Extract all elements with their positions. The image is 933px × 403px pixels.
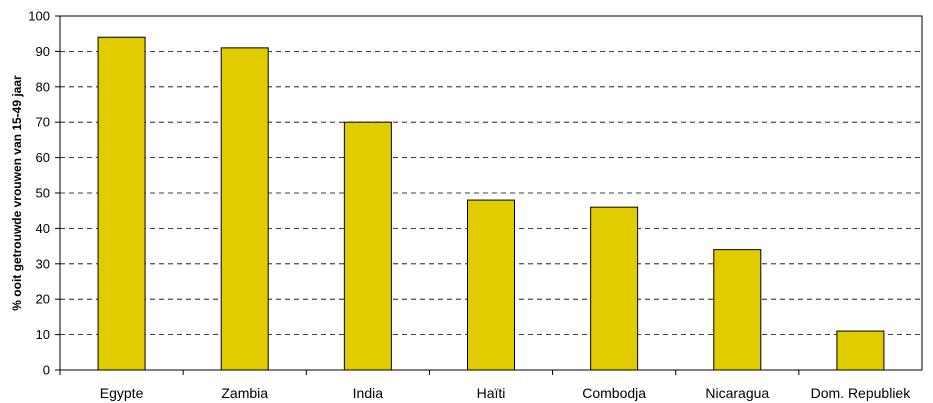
bar-india [343, 121, 392, 371]
y-tick-label: 60 [36, 150, 50, 165]
x-tick-label: Egypte [100, 385, 144, 401]
y-tick-label: 0 [43, 363, 50, 378]
y-tick-label: 70 [36, 115, 50, 130]
y-axis-title: % ooit getrouwde vrouwen van 15-49 jaar [10, 75, 24, 311]
bar-dom-republiek [836, 330, 885, 371]
y-tick-labels: 0 10 20 30 40 50 60 70 80 90 100 [28, 9, 60, 378]
x-tick-label: Haïti [477, 385, 506, 401]
bar-ha-ti [467, 199, 515, 371]
y-tick-label: 40 [36, 221, 50, 236]
y-tick-label: 20 [36, 292, 50, 307]
y-tick-label: 50 [36, 186, 50, 201]
x-tick-label: Zambia [221, 385, 268, 401]
x-tick-label: Nicaragua [705, 385, 769, 401]
bar-egypte [97, 36, 146, 371]
bar-zambia [220, 47, 269, 371]
bar-nicaragua [713, 249, 762, 371]
x-tick-label: Dom. Republiek [811, 385, 912, 401]
bars [97, 36, 885, 371]
y-tick-label: 30 [36, 256, 50, 271]
x-tick-label: Combodja [582, 385, 646, 401]
y-tick-label: 90 [36, 44, 50, 59]
y-tick-label: 80 [36, 79, 50, 94]
bar-combodja [590, 206, 639, 371]
x-tick-label: India [353, 385, 384, 401]
y-tick-label: 100 [28, 9, 50, 24]
x-tick-labels: Egypte Zambia India Haïti Combodja Nicaragua D… [59, 370, 912, 401]
y-tick-label: 10 [36, 327, 50, 342]
